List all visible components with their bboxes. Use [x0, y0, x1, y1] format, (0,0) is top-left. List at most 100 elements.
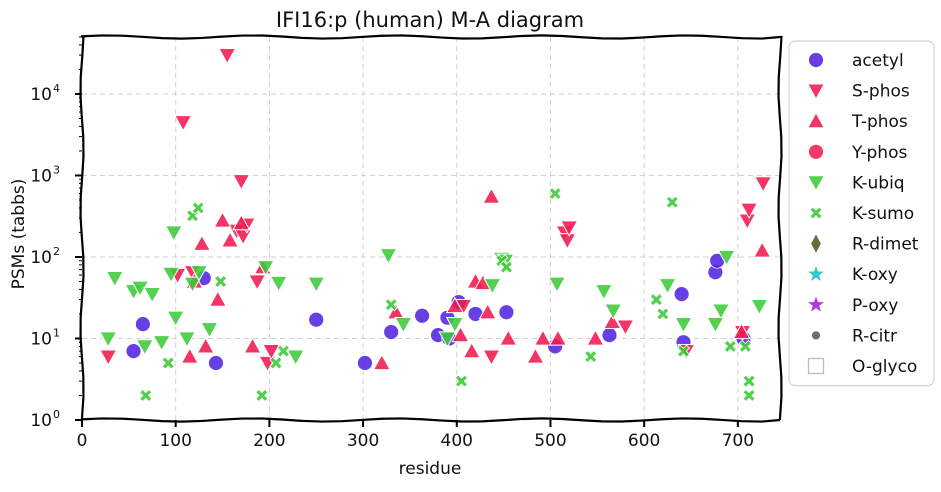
point-t-phos: [526, 347, 545, 364]
point-k-ubiq: [750, 298, 769, 316]
point-k-ubiq: [658, 278, 677, 295]
point-s-phos: [218, 47, 237, 65]
legend-label-k-oxy: K-oxy: [852, 265, 898, 285]
point-k-ubiq: [99, 331, 118, 348]
legend-box: [788, 40, 935, 387]
x-tick-label: 500: [534, 431, 566, 451]
point-t-phos: [192, 234, 212, 251]
legend-marker-k-ubiq: [806, 175, 826, 192]
point-acetyl: [414, 307, 430, 324]
point-k-ubiq: [183, 276, 202, 293]
point-k-sumo: [276, 344, 291, 358]
point-k-sumo: [656, 307, 670, 321]
y-tick-exponent: 4: [53, 82, 60, 95]
grid-lines: [82, 37, 780, 420]
point-t-phos: [208, 290, 227, 307]
x-tick-label: 400: [441, 431, 473, 451]
point-k-ubiq: [483, 278, 502, 295]
point-s-phos: [174, 115, 193, 132]
x-tick-label: 200: [253, 431, 285, 451]
point-k-sumo: [649, 293, 663, 307]
y-tick-exponent: 0: [53, 408, 60, 421]
chart-title: IFI16:p (human) M-A diagram: [276, 8, 584, 32]
y-tick-exponent: 3: [53, 163, 60, 176]
legend-label-acetyl: acetyl: [852, 51, 904, 71]
point-s-phos: [482, 349, 501, 366]
point-s-phos: [739, 202, 759, 220]
x-axis-label: residue: [399, 459, 462, 479]
point-k-ubiq: [438, 331, 457, 348]
point-k-sumo: [139, 388, 153, 403]
point-k-sumo: [255, 388, 269, 403]
point-s-phos: [558, 233, 577, 250]
plot-frame: [79, 34, 783, 423]
x-tick-label: 700: [722, 431, 754, 451]
legend-label-k-ubiq: K-ubiq: [852, 173, 905, 193]
point-t-phos: [462, 341, 481, 359]
point-k-ubiq: [706, 317, 725, 334]
point-acetyl: [134, 316, 151, 333]
point-acetyl: [601, 327, 618, 344]
point-acetyl: [498, 304, 515, 321]
point-k-ubiq: [256, 260, 275, 277]
frame-edge-0: [80, 34, 781, 40]
y-tick-label: 10: [30, 329, 52, 349]
point-t-phos: [451, 325, 470, 343]
y-tick-exponent: 2: [53, 245, 60, 258]
point-s-phos: [99, 349, 118, 366]
y-tick-label: 10: [30, 248, 52, 268]
point-k-sumo: [454, 374, 469, 388]
point-k-sumo: [584, 350, 598, 364]
point-k-sumo: [161, 356, 175, 370]
legend-label-k-sumo: K-sumo: [852, 204, 914, 224]
point-k-sumo: [191, 201, 205, 215]
point-acetyl: [357, 355, 373, 371]
point-t-phos: [732, 322, 751, 340]
point-k-ubiq: [286, 349, 305, 366]
point-k-ubiq: [105, 271, 124, 288]
point-t-phos: [482, 187, 501, 204]
y-tick-label: 10: [30, 411, 52, 431]
frame-edge-2: [79, 35, 85, 421]
point-t-phos: [478, 302, 497, 320]
legend-marker-y-phos: [808, 143, 824, 160]
y-tick-label: 10: [30, 166, 52, 186]
data-points: [99, 47, 773, 403]
point-k-sumo: [665, 195, 679, 209]
point-k-ubiq: [717, 249, 736, 267]
point-k-ubiq: [307, 276, 326, 293]
point-s-phos: [560, 220, 579, 237]
legend-marker-r-dimet: [811, 234, 821, 253]
point-k-ubiq: [547, 276, 567, 293]
point-k-ubiq: [166, 310, 185, 327]
point-t-phos: [533, 329, 553, 346]
point-k-ubiq: [164, 225, 183, 242]
x-tick-label: 600: [628, 431, 660, 451]
frame-edge-1: [80, 417, 781, 423]
point-k-ubiq: [152, 335, 171, 352]
y-tick-exponent: 1: [53, 326, 60, 339]
point-t-phos: [548, 329, 568, 346]
point-k-ubiq: [200, 322, 219, 339]
point-k-ubiq: [161, 266, 181, 284]
point-k-sumo: [499, 260, 513, 274]
point-t-phos: [220, 231, 240, 248]
legend-marker-acetyl: [808, 52, 824, 68]
point-s-phos: [616, 319, 635, 336]
point-acetyl: [308, 311, 325, 328]
y-tick-label: 10: [30, 85, 52, 105]
legend-label-p-oxy: P-oxy: [852, 296, 898, 316]
point-k-ubiq: [135, 339, 154, 356]
point-acetyl: [208, 355, 224, 371]
point-t-phos: [196, 337, 215, 354]
point-k-sumo: [742, 374, 756, 388]
point-t-phos: [586, 329, 605, 346]
point-k-sumo: [384, 298, 398, 312]
legend-label-r-citr: R-citr: [852, 326, 897, 346]
x-tick-label: 0: [77, 431, 88, 451]
point-t-phos: [232, 213, 251, 231]
point-t-phos: [753, 241, 772, 258]
point-k-sumo: [742, 388, 756, 403]
